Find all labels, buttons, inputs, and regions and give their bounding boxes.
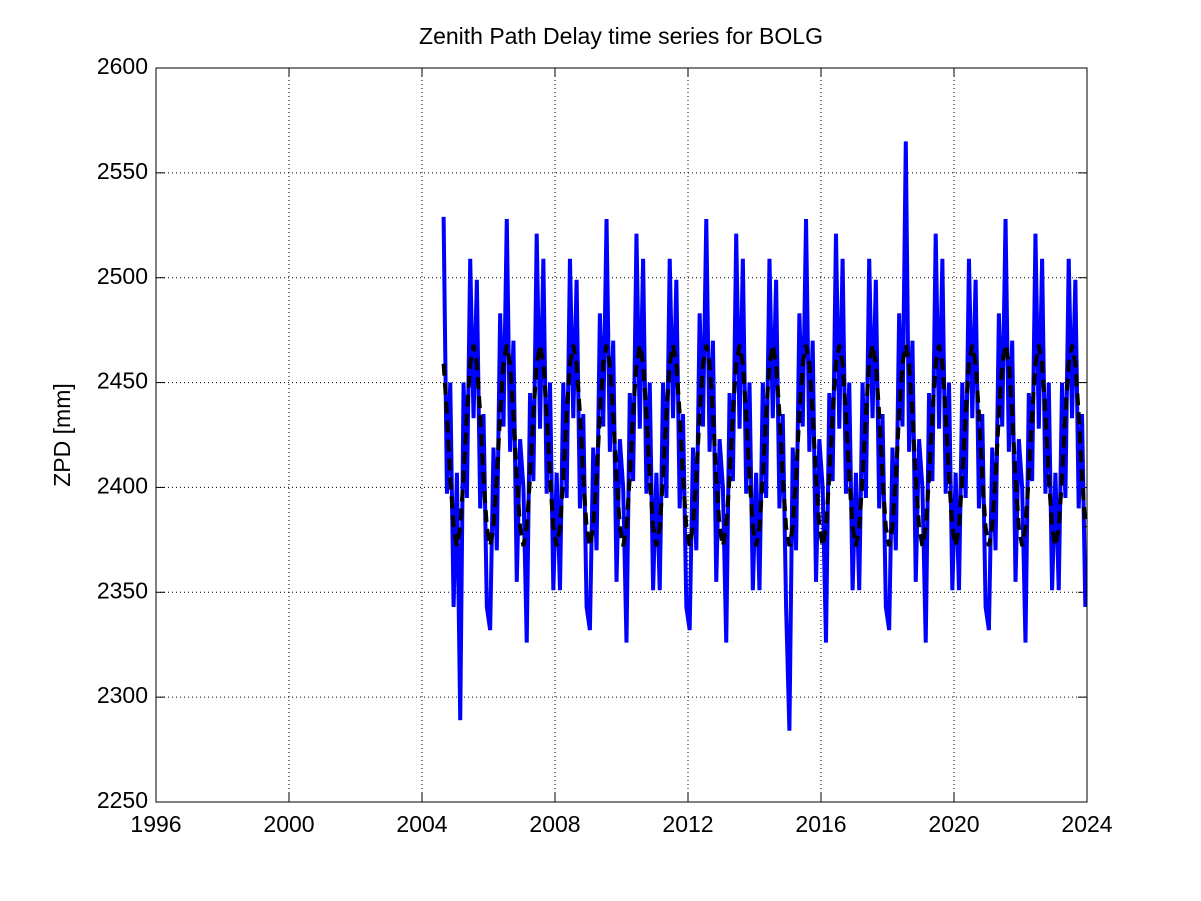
x-tick-label: 2024 bbox=[1061, 811, 1112, 837]
y-tick-label: 2400 bbox=[97, 473, 148, 499]
y-tick-label: 2350 bbox=[97, 577, 148, 603]
x-tick-label: 2008 bbox=[529, 811, 580, 837]
y-tick-label: 2450 bbox=[97, 368, 148, 394]
x-tick-label: 2016 bbox=[795, 811, 846, 837]
series-line bbox=[441, 141, 1088, 731]
series-line bbox=[441, 344, 1088, 547]
x-tick-label: 1996 bbox=[130, 811, 181, 837]
y-tick-label: 2500 bbox=[97, 263, 148, 289]
y-tick-label: 2300 bbox=[97, 682, 148, 708]
y-tick-label: 2550 bbox=[97, 158, 148, 184]
y-axis-label: ZPD [mm] bbox=[49, 383, 75, 487]
y-tick-label: 2250 bbox=[97, 787, 148, 813]
x-tick-label: 2012 bbox=[662, 811, 713, 837]
axes-box bbox=[155, 67, 1088, 803]
x-tick-label: 2020 bbox=[928, 811, 979, 837]
x-tick-label: 2004 bbox=[396, 811, 447, 837]
chart-title: Zenith Path Delay time series for BOLG bbox=[419, 23, 823, 49]
y-tick-label: 2600 bbox=[97, 53, 148, 79]
plot-area: 1996 2000 2004 2008 2012 2016 2020 2024 2250 2300… bbox=[97, 53, 1113, 837]
x-tick-label: 2000 bbox=[263, 811, 314, 837]
